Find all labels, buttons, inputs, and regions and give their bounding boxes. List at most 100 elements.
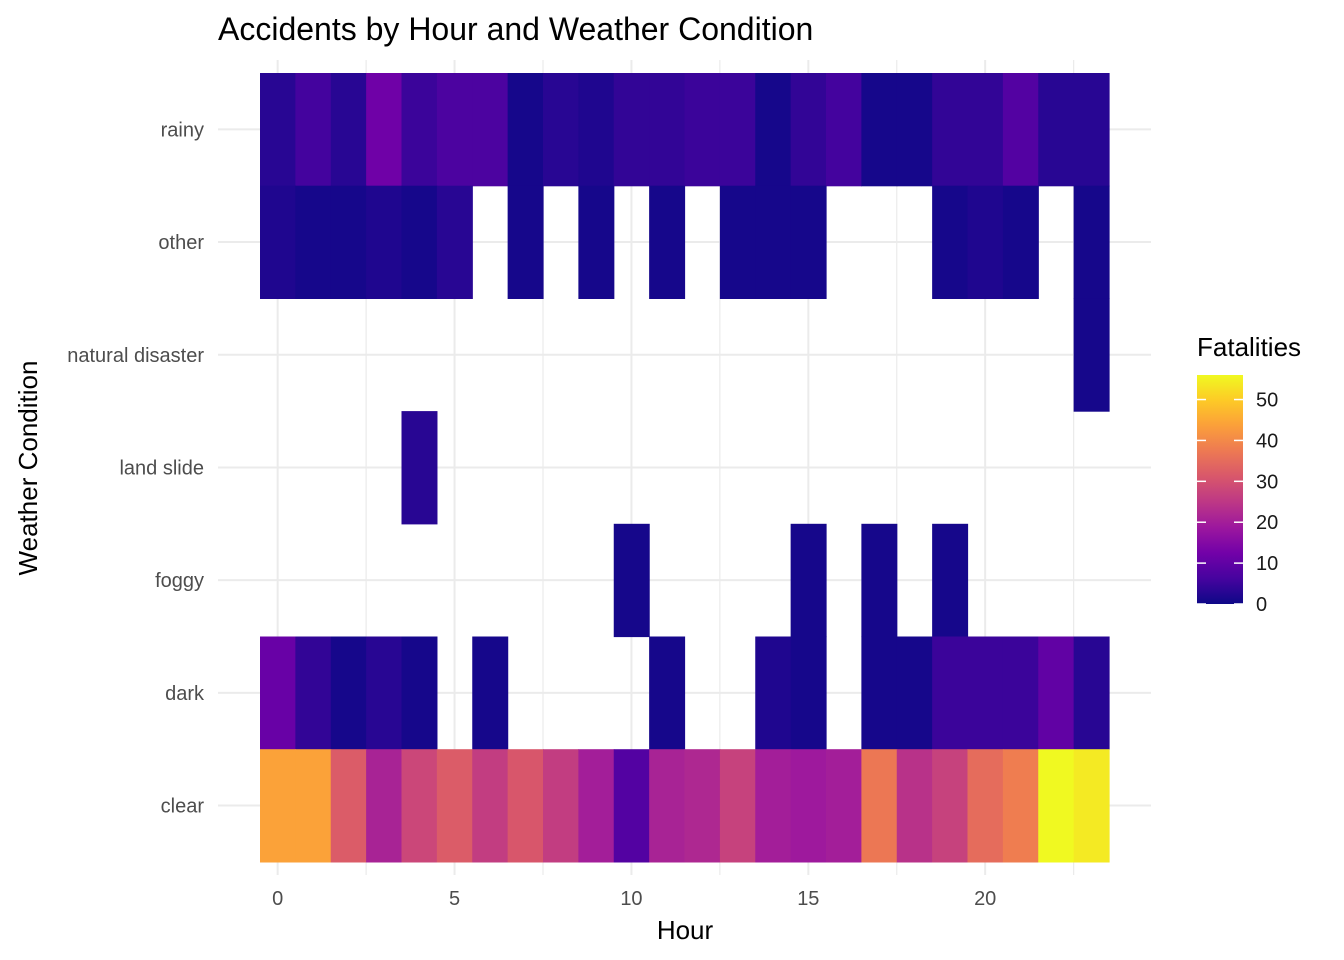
tile-clear-h20	[967, 749, 1004, 863]
x-axis-title: Hour	[657, 915, 714, 945]
colorbar-tick-label: 10	[1256, 553, 1278, 575]
y-tick-label: clear	[161, 796, 205, 818]
tile-rainy-h22	[1038, 73, 1075, 187]
tile-dark-h11	[649, 636, 686, 750]
y-axis-title: Weather Condition	[13, 361, 43, 576]
tile-rainy-h3	[366, 73, 403, 187]
tile-natural-disaster-h23	[1073, 298, 1110, 412]
tile-rainy-h16	[826, 73, 862, 187]
tile-clear-h14	[755, 749, 792, 863]
tile-dark-h3	[366, 636, 403, 750]
tile-other-h15	[790, 185, 827, 299]
tile-other-h19	[932, 185, 969, 299]
x-tick-label: 20	[974, 888, 996, 910]
tile-land-slide-h4	[401, 411, 438, 525]
tile-rainy-h17	[861, 73, 898, 187]
tile-rainy-h20	[967, 73, 1004, 187]
colorbar-tick-label: 20	[1256, 512, 1278, 534]
tile-dark-h4	[401, 636, 438, 750]
tile-clear-h19	[932, 749, 969, 863]
tile-other-h4	[401, 185, 438, 299]
tile-clear-h21	[1002, 749, 1039, 863]
tile-clear-h15	[790, 749, 827, 863]
tile-other-h3	[366, 185, 403, 299]
tile-clear-h16	[826, 749, 862, 863]
legend-title: Fatalities	[1197, 332, 1301, 362]
tile-clear-h1	[295, 749, 332, 863]
tile-clear-h3	[366, 749, 403, 863]
tile-other-h2	[330, 185, 367, 299]
tile-rainy-h9	[578, 73, 615, 187]
tile-dark-h17	[861, 636, 898, 750]
tile-clear-h10	[613, 749, 650, 863]
y-tick-label: land slide	[119, 457, 204, 479]
tile-dark-h20	[967, 636, 1004, 750]
tile-rainy-h5	[436, 73, 473, 187]
tile-rainy-h10	[613, 73, 650, 187]
y-tick-label: foggy	[155, 570, 204, 592]
x-tick-label: 10	[620, 888, 642, 910]
colorbar-ticks: 0 10 20 30 40 50	[1197, 390, 1278, 616]
tile-rainy-h21	[1002, 73, 1039, 187]
tile-rainy-h4	[401, 73, 438, 187]
y-tick-label: dark	[165, 683, 205, 705]
tile-foggy-h10	[613, 523, 650, 638]
tile-rainy-h8	[543, 73, 579, 187]
tile-other-h9	[578, 185, 615, 299]
x-tick-label: 5	[449, 888, 460, 910]
y-tick-labels: rainy other natural disaster land slide fogg…	[67, 119, 205, 817]
tile-clear-h6	[472, 749, 509, 863]
tile-other-h23	[1073, 185, 1110, 299]
tile-dark-h18	[896, 636, 933, 750]
tile-dark-h1	[295, 636, 332, 750]
colorbar-tick-label: 30	[1256, 471, 1278, 493]
tile-clear-h23	[1073, 749, 1110, 863]
tile-rainy-h0	[260, 73, 296, 187]
tile-rainy-h11	[649, 73, 686, 187]
tile-clear-h7	[507, 749, 544, 863]
tile-clear-h9	[578, 749, 615, 863]
tile-rainy-h18	[896, 73, 933, 187]
tile-clear-h22	[1038, 749, 1075, 863]
tile-other-h14	[755, 185, 792, 299]
tile-dark-h15	[790, 636, 827, 750]
tile-dark-h6	[472, 636, 509, 750]
tile-dark-h14	[755, 636, 792, 750]
tile-clear-h13	[719, 749, 756, 863]
colorbar	[1197, 375, 1243, 604]
tile-rainy-h13	[719, 73, 756, 187]
tile-clear-h2	[330, 749, 367, 863]
tile-clear-h4	[401, 749, 438, 863]
tile-rainy-h6	[472, 73, 509, 187]
colorbar-tick-label: 40	[1256, 430, 1278, 452]
tile-other-h5	[436, 185, 473, 299]
tile-clear-h8	[543, 749, 579, 863]
color-legend: Fatalities 0 10 20 30 40 50	[1197, 332, 1301, 616]
tile-other-h0	[260, 185, 296, 299]
tile-dark-h0	[260, 636, 296, 750]
tile-clear-h17	[861, 749, 898, 863]
tile-other-h13	[719, 185, 756, 299]
tile-dark-h23	[1073, 636, 1110, 750]
colorbar-tick-label: 0	[1256, 594, 1267, 616]
tile-clear-h18	[896, 749, 933, 863]
tile-other-h1	[295, 185, 332, 299]
y-tick-label: other	[158, 232, 204, 254]
tile-rainy-h7	[507, 73, 544, 187]
tile-dark-h19	[932, 636, 969, 750]
tile-clear-h12	[684, 749, 721, 863]
heatmap-tiles	[260, 73, 1110, 863]
tile-other-h21	[1002, 185, 1039, 299]
tile-dark-h22	[1038, 636, 1075, 750]
x-tick-label: 0	[272, 888, 283, 910]
tile-rainy-h23	[1073, 73, 1110, 187]
chart-title: Accidents by Hour and Weather Condition	[218, 11, 813, 47]
tile-rainy-h12	[684, 73, 721, 187]
tile-other-h7	[507, 185, 544, 299]
x-tick-label: 15	[797, 888, 819, 910]
tile-rainy-h2	[330, 73, 367, 187]
colorbar-tick-label: 50	[1256, 390, 1278, 412]
tile-clear-h11	[649, 749, 686, 863]
tile-rainy-h14	[755, 73, 792, 187]
